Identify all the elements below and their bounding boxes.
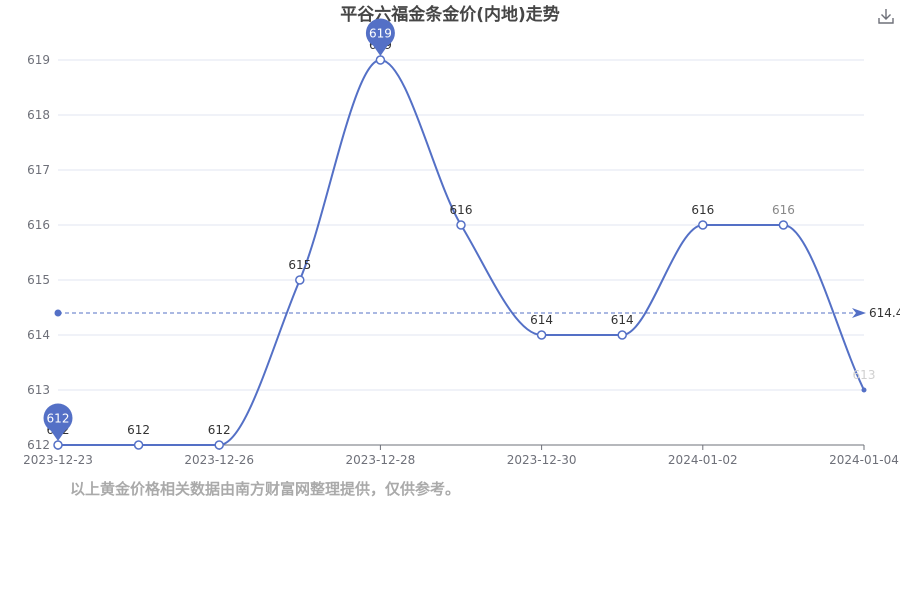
data-label-10: 613: [853, 368, 876, 382]
data-point-1: [133, 440, 144, 450]
data-point-3: [295, 275, 305, 285]
average-line-arrow: [852, 308, 866, 318]
x-tick-label-2023-12-26: 2023-12-26: [184, 453, 254, 467]
x-tick-label-2024-01-04: 2024-01-04: [829, 453, 899, 467]
data-point-8: [698, 220, 708, 230]
data-points: [53, 55, 867, 450]
data-point-4: [375, 55, 386, 65]
data-label-9: 616: [772, 203, 795, 217]
data-label-1: 612: [127, 423, 150, 437]
x-axis: 2023-12-23 2023-12-26 2023-12-28 2023-12-30…: [23, 444, 899, 467]
series-line: [58, 58, 865, 447]
x-tick-label-2023-12-30: 2023-12-30: [507, 453, 577, 467]
data-label-5: 616: [450, 203, 473, 217]
y-tick-label-618: 618: [27, 108, 50, 122]
chart-title: 平谷六福金条金价(内地)走势: [340, 4, 560, 25]
y-tick-label-619: 619: [27, 53, 50, 67]
price-line: [58, 58, 865, 447]
data-point-7: [617, 330, 627, 340]
x-tick-label-2024-01-02: 2024-01-02: [668, 453, 738, 467]
data-labels: 612612612615619616614614616616613: [47, 38, 876, 437]
data-point-9: [778, 220, 789, 230]
data-label-8: 616: [691, 203, 714, 217]
download-button[interactable]: [876, 6, 896, 26]
data-label-7: 614: [611, 313, 634, 327]
y-tick-label-614: 614: [27, 328, 50, 342]
y-tick-label-617: 617: [27, 163, 50, 177]
source-note: 以上黄金价格相关数据由南方财富网整理提供，仅供参考。: [70, 480, 461, 498]
x-tick-label-2023-12-23: 2023-12-23: [23, 453, 93, 467]
x-tick-label-2023-12-28: 2023-12-28: [346, 453, 416, 467]
y-tick-label-616: 616: [27, 218, 50, 232]
average-mark-line: 614.4: [54, 306, 900, 320]
download-icon: [878, 9, 894, 24]
data-point-0: [53, 440, 63, 450]
mark-points: 619 612: [43, 18, 395, 441]
data-label-2: 612: [208, 423, 231, 437]
data-point-2: [214, 440, 224, 450]
y-tick-label-613: 613: [27, 383, 50, 397]
average-line-label: 614.4: [869, 306, 900, 320]
min-mark-point-bubble: [43, 403, 73, 433]
max-mark-point-bubble: [365, 18, 395, 48]
data-point-5: [456, 220, 466, 230]
y-axis-ticks: 612 613 614 615 616 617 618 619: [27, 53, 50, 452]
max-mark-point-label: 619: [369, 27, 392, 41]
y-tick-label-615: 615: [27, 273, 50, 287]
data-label-6: 614: [530, 313, 553, 327]
data-point-6: [536, 330, 547, 340]
data-point-10: [861, 387, 867, 393]
y-tick-label-612: 612: [27, 438, 50, 452]
data-label-3: 615: [288, 258, 311, 272]
min-mark-point-label: 612: [47, 412, 70, 426]
